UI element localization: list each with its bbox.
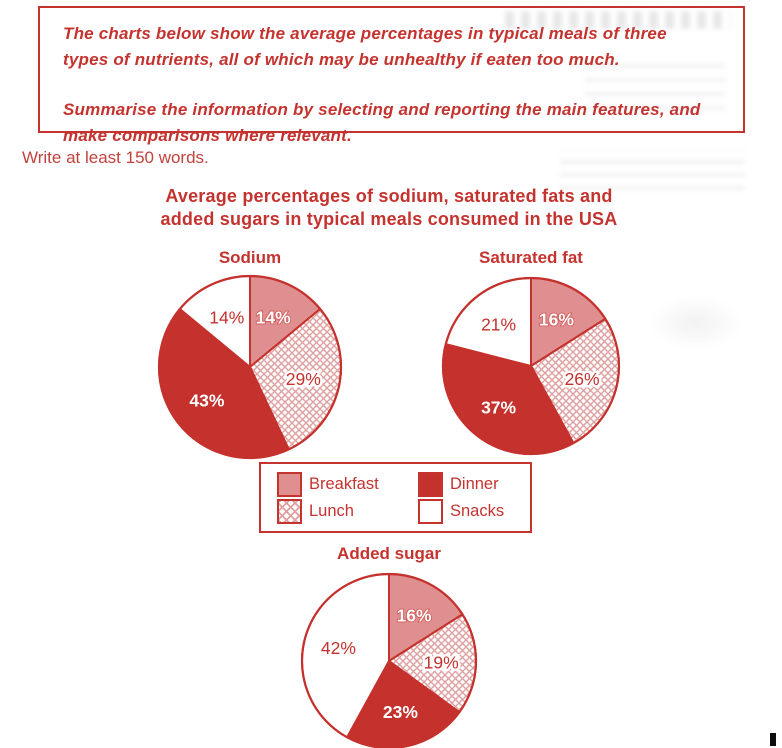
dinner-percentage-label: 23% — [383, 702, 418, 722]
legend-label-breakfast: Breakfast — [309, 475, 379, 493]
breakfast-swatch-icon — [277, 472, 302, 497]
lunch-percentage-label: 19% — [424, 653, 459, 673]
pie-outline — [441, 276, 621, 456]
snacks-swatch-icon — [418, 499, 443, 524]
scan-bleedthrough-smudge — [648, 295, 743, 350]
dinner-swatch-icon — [418, 472, 443, 497]
scan-bleedthrough-smudge — [560, 150, 745, 190]
saturated-fat-chart-title: Saturated fat — [479, 248, 583, 267]
added-sugar-chart-title: Added sugar — [337, 544, 441, 563]
task-instructions-box: The charts below show the average percen… — [38, 6, 745, 145]
legend-item-dinner: Dinner — [418, 472, 530, 497]
dinner-percentage-label: 43% — [189, 391, 224, 411]
saturated-fat-pie-chart: 16% 26% 37% 21% — [441, 276, 621, 456]
sodium-pie-chart: 14% 29% 43% 14% — [157, 274, 343, 460]
lunch-percentage-label: 26% — [565, 369, 600, 389]
snacks-percentage-label: 42% — [321, 638, 356, 658]
task-text-paragraph-1: The charts below show the average percen… — [63, 24, 667, 69]
legend-item-breakfast: Breakfast — [277, 472, 418, 497]
breakfast-percentage-label: 14% — [256, 308, 291, 328]
pie-outline — [300, 572, 478, 748]
chart-main-title: Average percentages of sodium, saturated… — [160, 186, 618, 229]
legend-label-dinner: Dinner — [450, 475, 499, 493]
added-sugar-pie-chart: 16% 19% 23% 42% — [300, 572, 478, 748]
pie-outline — [157, 274, 343, 460]
snacks-percentage-label: 21% — [481, 314, 516, 334]
dinner-percentage-label: 37% — [481, 398, 516, 418]
legend-label-lunch: Lunch — [309, 502, 354, 520]
scan-corner-artifact — [770, 733, 776, 746]
legend-item-lunch: Lunch — [277, 499, 418, 524]
task-text-paragraph-2: Summarise the information by selecting a… — [63, 100, 701, 145]
sodium-chart-title: Sodium — [218, 248, 282, 267]
legend-label-snacks: Snacks — [450, 502, 505, 520]
breakfast-percentage-label: 16% — [539, 310, 574, 330]
word-count-instruction: Write at least 150 words. — [22, 148, 209, 167]
lunch-swatch-icon — [277, 499, 302, 524]
legend-item-snacks: Snacks — [418, 499, 530, 524]
chart-legend: Breakfast Dinner Lunch Snacks — [259, 462, 532, 533]
snacks-percentage-label: 14% — [209, 308, 244, 328]
lunch-percentage-label: 29% — [286, 369, 321, 389]
breakfast-percentage-label: 16% — [397, 605, 432, 625]
